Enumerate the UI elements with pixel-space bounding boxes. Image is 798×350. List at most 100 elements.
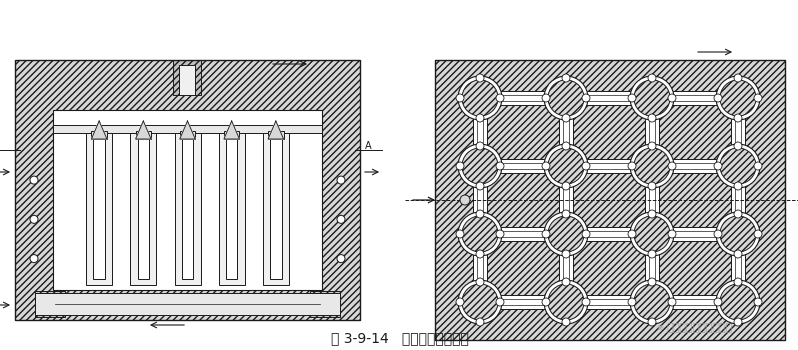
Circle shape [582,162,590,170]
Circle shape [496,162,504,170]
Circle shape [553,221,579,247]
Circle shape [30,254,38,262]
Circle shape [467,153,493,179]
Circle shape [582,94,590,102]
Circle shape [754,298,762,306]
Circle shape [725,85,751,111]
Circle shape [562,250,570,258]
Bar [559,90,573,174]
Circle shape [634,148,670,184]
Bar [558,91,660,105]
Bar [173,60,201,95]
Circle shape [553,153,579,179]
Circle shape [725,153,751,179]
Circle shape [714,162,722,170]
Circle shape [476,250,484,258]
Bar [731,90,745,174]
Circle shape [668,94,676,102]
Bar [558,227,660,241]
Circle shape [337,215,345,223]
Bar [644,159,746,173]
Circle shape [496,94,504,102]
Circle shape [544,144,588,188]
Bar [473,158,487,242]
Circle shape [458,76,502,120]
Bar [558,295,660,309]
Circle shape [668,162,676,170]
Bar [644,91,746,105]
Circle shape [628,298,636,306]
Bar [35,291,65,317]
Circle shape [458,144,502,188]
Circle shape [462,284,498,320]
Circle shape [562,142,570,150]
Circle shape [553,85,579,111]
Circle shape [630,280,674,324]
Circle shape [720,216,756,252]
Circle shape [639,153,665,179]
Circle shape [456,162,464,170]
Circle shape [544,212,588,256]
Circle shape [476,142,484,150]
Polygon shape [268,121,283,139]
Bar [224,131,239,139]
Bar [731,226,745,310]
Circle shape [462,148,498,184]
Circle shape [639,85,665,111]
Circle shape [544,76,588,120]
Circle shape [734,318,742,326]
Circle shape [582,298,590,306]
Bar [645,90,659,174]
Bar [53,110,322,125]
Bar [307,133,322,290]
Circle shape [628,162,636,170]
Bar [15,60,360,320]
Circle shape [648,74,656,82]
Circle shape [668,298,676,306]
Circle shape [648,278,656,286]
Circle shape [458,212,502,256]
Bar [86,133,113,285]
Circle shape [720,284,756,320]
Bar [473,226,487,310]
Bar [137,139,149,279]
Bar [263,133,289,285]
Bar [645,226,659,310]
Polygon shape [92,121,107,139]
Circle shape [648,114,656,122]
Circle shape [639,289,665,315]
Text: 图 3-9-14   大型芯用多孔冷却: 图 3-9-14 大型芯用多孔冷却 [331,331,469,345]
Bar [175,133,200,285]
Bar [53,110,322,290]
Circle shape [562,318,570,326]
Bar [219,133,245,285]
Circle shape [30,176,38,184]
Circle shape [548,284,584,320]
Circle shape [476,278,484,286]
Circle shape [337,254,345,262]
Circle shape [714,94,722,102]
Circle shape [630,76,674,120]
Circle shape [720,80,756,116]
Bar [15,60,360,320]
Bar [559,158,573,242]
Circle shape [496,298,504,306]
Text: ❀: ❀ [657,323,663,332]
Bar [559,226,573,310]
Circle shape [456,94,464,102]
Circle shape [734,142,742,150]
Circle shape [630,212,674,256]
Polygon shape [224,121,239,139]
Circle shape [648,142,656,150]
Circle shape [542,298,550,306]
Circle shape [548,216,584,252]
Circle shape [467,221,493,247]
Polygon shape [180,121,196,139]
Bar [268,131,283,139]
Bar [472,91,574,105]
Circle shape [542,94,550,102]
Circle shape [634,80,670,116]
Circle shape [476,182,484,190]
Bar [435,60,785,340]
Bar [226,139,237,279]
